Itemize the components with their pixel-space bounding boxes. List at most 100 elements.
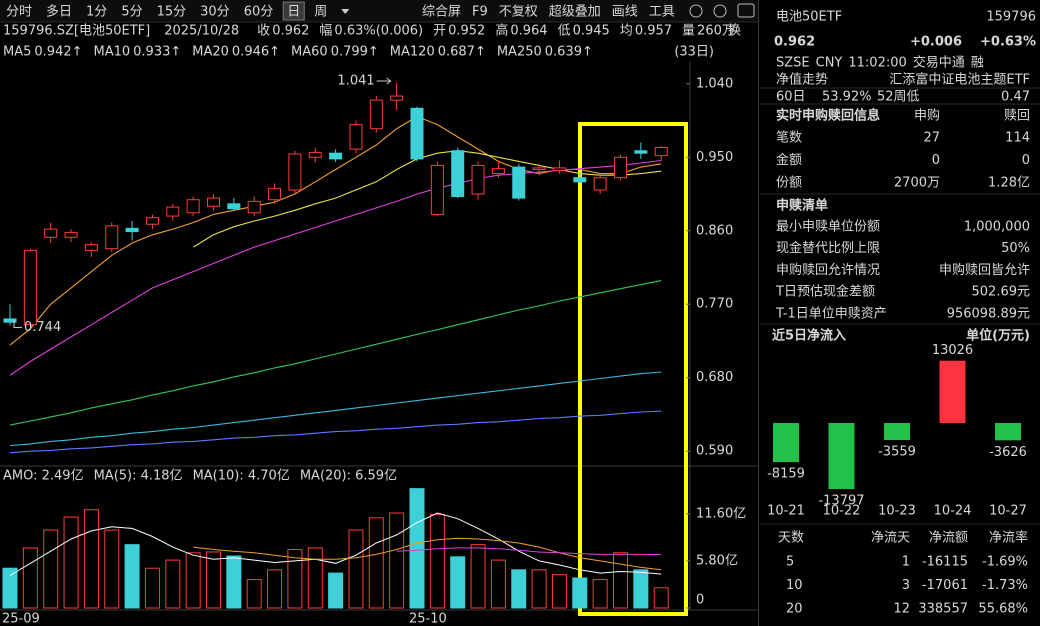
y-tick-label: 0.770 <box>696 297 733 312</box>
x-tick-label: 10-22 <box>823 504 861 519</box>
value-label: -3559 <box>878 445 916 460</box>
y-tick-label: 0 <box>696 593 704 608</box>
candle-body <box>207 197 220 207</box>
unit-label: 单位(万元) <box>966 328 1030 344</box>
candle-body <box>471 164 485 195</box>
volume-bar <box>653 587 669 609</box>
table-cell: 12 <box>893 602 910 617</box>
legend-entry: MA(5): 4.18亿 <box>94 469 183 484</box>
volume-bar <box>63 516 79 609</box>
x-tick-label: 10-21 <box>767 504 805 519</box>
date: 2025/10/28 <box>164 24 239 39</box>
row-value: 956098.89元 <box>947 306 1030 321</box>
field-value: 0.63%(0.006) <box>334 24 423 39</box>
tab[interactable]: 日 <box>287 5 300 20</box>
info-icon[interactable] <box>713 4 727 18</box>
tool[interactable]: 工具 <box>649 5 675 20</box>
candle-body <box>593 177 607 191</box>
volume-bar <box>22 547 38 609</box>
legend-name: MA5 <box>3 45 31 60</box>
price: 0.962 <box>774 35 815 50</box>
row-value: 27 <box>923 131 940 146</box>
row-value: 114 <box>1005 131 1030 146</box>
field-value: 0.964 <box>510 24 547 39</box>
selected-tab <box>282 1 305 21</box>
candle-body <box>44 228 58 238</box>
candle-body <box>552 167 566 171</box>
ma-line <box>9 410 662 454</box>
volume-bar <box>450 556 466 609</box>
candle-body <box>288 153 302 191</box>
tool[interactable]: 画线 <box>612 5 638 20</box>
column-header: 申购 <box>914 108 940 124</box>
toolbar-icons[interactable] <box>689 3 755 18</box>
candle-body <box>512 166 526 199</box>
chart-title: 近5日净流入 <box>772 328 846 344</box>
row-label: 最小申赎单位份额 <box>776 220 880 235</box>
x-tick-label: 10-23 <box>878 504 916 519</box>
tool[interactable]: F9 <box>472 5 488 20</box>
candle-body <box>634 150 648 154</box>
table-cell: 10 <box>786 578 803 593</box>
legend-name: MA20 <box>192 45 229 60</box>
stat: 52周低 <box>877 90 920 105</box>
table-cell: 1 <box>902 555 910 570</box>
y-tick-label: 5.80亿 <box>696 553 738 568</box>
candle-body <box>145 217 159 225</box>
tab[interactable]: 5分 <box>121 5 142 20</box>
row-label: 现金替代比例上限 <box>776 240 880 256</box>
volume-bar <box>429 514 445 609</box>
tab[interactable]: 多日 <box>46 4 72 20</box>
volume-bar <box>206 551 221 609</box>
volume-bar <box>43 529 59 609</box>
candle-body <box>186 199 200 214</box>
window-icon[interactable] <box>737 3 755 18</box>
y-tick-label: 0.950 <box>696 150 733 165</box>
volume-bar <box>246 579 262 609</box>
column-header: 净流天 <box>871 531 910 546</box>
candle-body <box>166 206 180 217</box>
high-label: 1.041 <box>337 73 374 88</box>
stat: 0.47 <box>1001 90 1030 105</box>
tab[interactable]: 周 <box>314 5 327 20</box>
tab[interactable]: 30分 <box>200 5 230 20</box>
section-title: 申赎清单 <box>776 198 828 214</box>
candle-body <box>268 187 282 201</box>
nav-tab[interactable]: 净值走势 <box>776 72 828 88</box>
candle-body <box>410 107 424 160</box>
low-label: 0.744 <box>24 320 61 335</box>
volume-bar <box>551 574 567 609</box>
tab[interactable]: 分时 <box>6 5 32 20</box>
field-label: 收 <box>257 24 270 39</box>
field-label: 低 <box>558 24 571 39</box>
tab[interactable]: 1分 <box>86 5 107 20</box>
field-value: 0.962 <box>272 24 309 39</box>
toolbar-bg <box>0 0 758 22</box>
x-tick-label: 10-27 <box>989 504 1027 519</box>
table-cell: 338557 <box>918 602 968 617</box>
table-cell: 55.68% <box>978 602 1028 617</box>
candle-body <box>84 244 98 251</box>
legend-value: 0.933↑ <box>133 45 181 60</box>
status: 11:02:00 <box>848 56 906 71</box>
tool[interactable]: 不复权 <box>499 4 538 20</box>
volume-bar <box>328 572 344 609</box>
legend-value: 0.687↑ <box>438 45 486 60</box>
y-tick-label: 0.860 <box>696 223 733 238</box>
settings-icon[interactable] <box>689 4 703 18</box>
volume-bar <box>307 547 323 609</box>
tab[interactable]: 60分 <box>244 5 274 20</box>
value-label: -3626 <box>989 445 1027 460</box>
field-label: 均 <box>620 24 633 39</box>
tab[interactable]: 15分 <box>157 5 187 20</box>
volume-bar <box>287 549 303 609</box>
volume-bar <box>409 488 425 609</box>
tool[interactable]: 综合屏 <box>422 5 461 20</box>
candle-body <box>532 167 546 171</box>
candle-body <box>64 231 78 238</box>
flow-bar <box>939 360 966 423</box>
value-label: -8159 <box>767 467 805 482</box>
tool[interactable]: 超级叠加 <box>549 5 601 20</box>
candle-body <box>308 151 322 158</box>
